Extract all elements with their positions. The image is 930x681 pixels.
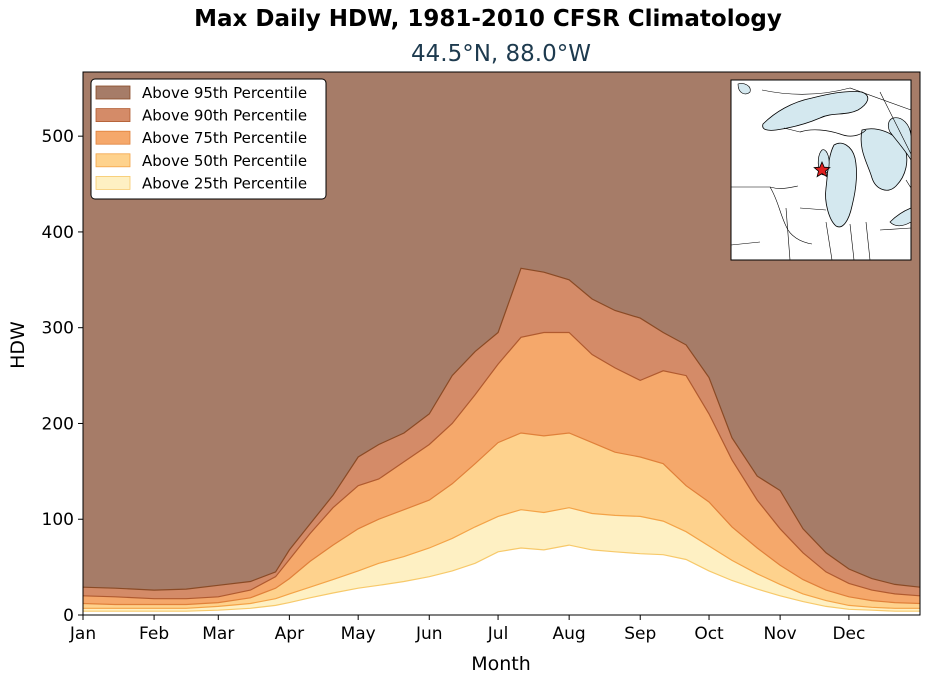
- inset-map: [730, 79, 912, 261]
- wisconsin-west-border: [769, 186, 813, 245]
- series-line-above-75th-percentile: [83, 432, 920, 606]
- x-tick-label: May: [341, 624, 376, 644]
- upper-michigan-peninsula: [799, 129, 867, 137]
- x-tick-label: Feb: [139, 624, 169, 644]
- legend-swatch: [95, 175, 131, 190]
- x-tick-label: Jul: [487, 624, 509, 644]
- legend-label: Above 90th Percentile: [142, 107, 307, 125]
- georgian-bay: [887, 117, 912, 162]
- series-line-above-95th-percentile: [83, 267, 920, 591]
- x-tick-label: Oct: [694, 624, 724, 644]
- legend: Above 95th Percentile Above 90th Percenti…: [90, 78, 327, 200]
- y-tick-label: 0: [63, 606, 74, 626]
- chart-subtitle: 44.5°N, 88.0°W: [411, 41, 591, 67]
- chart-title: Max Daily HDW, 1981-2010 CFSR Climatolog…: [194, 6, 782, 32]
- legend-swatch: [95, 153, 131, 168]
- x-tick-label: Aug: [553, 624, 586, 644]
- x-tick-label: Nov: [764, 624, 797, 644]
- y-tick-label: 100: [42, 510, 74, 530]
- series-line-above-50th-percentile: [83, 507, 920, 609]
- x-tick-label: Apr: [275, 624, 304, 644]
- legend-swatch: [95, 130, 131, 145]
- x-axis: Jan Feb Mar Apr May Jun Jul Aug Sep Oct Nov Dec: [69, 615, 865, 644]
- state-borders: [730, 127, 912, 261]
- legend-label: Above 25th Percentile: [142, 174, 307, 192]
- legend-swatch: [95, 108, 131, 122]
- plot-frame: [82, 71, 921, 616]
- legend-box: [90, 78, 327, 200]
- legend-label: Above 50th Percentile: [142, 152, 307, 170]
- series-line-above-25th-percentile: [83, 544, 920, 612]
- x-tick-label: Jun: [415, 624, 443, 644]
- x-tick-label: Jan: [69, 624, 96, 644]
- series-line-above-90th-percentile: [83, 331, 920, 600]
- lake-of-the-woods: [737, 83, 751, 95]
- location-star: [813, 160, 831, 178]
- y-tick-label: 400: [42, 223, 74, 243]
- band-area-above-25th-percentile: [83, 545, 920, 615]
- canada-border: [761, 87, 912, 155]
- y-tick-label: 500: [42, 127, 74, 147]
- x-tick-label: Sep: [624, 624, 656, 644]
- legend-label: Above 75th Percentile: [142, 129, 307, 147]
- lake-superior: [762, 91, 869, 131]
- y-axis-label: HDW: [7, 321, 29, 369]
- lake-erie: [889, 207, 912, 227]
- x-tick-label: Dec: [832, 624, 865, 644]
- percentile-bands: [83, 267, 920, 615]
- y-axis: 0 100 200 300 400 500: [42, 127, 83, 626]
- x-tick-label: Mar: [202, 624, 234, 644]
- x-axis-label: Month: [471, 653, 531, 675]
- y-tick-label: 200: [42, 414, 74, 434]
- legend-label: Above 95th Percentile: [142, 84, 307, 102]
- lake-michigan: [825, 142, 857, 228]
- legend-swatch: [95, 85, 131, 100]
- y-tick-label: 300: [42, 319, 74, 339]
